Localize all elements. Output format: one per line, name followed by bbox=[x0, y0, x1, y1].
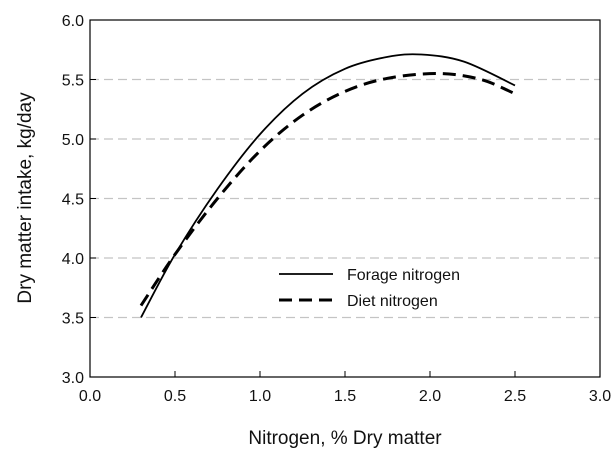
x-tick-label-3: 1.5 bbox=[334, 388, 356, 405]
series-line-forage-nitrogen bbox=[140, 53, 516, 318]
x-tick-label-0: 0.0 bbox=[79, 388, 101, 405]
y-tick-label-1: 3.5 bbox=[62, 311, 84, 328]
legend-label-forage-nitrogen: Forage nitrogen bbox=[347, 267, 460, 284]
x-tick-label-2: 1.0 bbox=[249, 388, 271, 405]
y-axis-label: Dry matter intake, kg/day bbox=[15, 92, 36, 304]
grid-lines bbox=[90, 78, 600, 319]
x-tick-label-5: 2.5 bbox=[504, 388, 526, 405]
x-axis-ticks: 0.0 0.5 1.0 1.5 2.0 2.5 3.0 bbox=[79, 371, 611, 405]
y-tick-label-6: 6.0 bbox=[62, 13, 84, 30]
y-tick-label-5: 5.5 bbox=[62, 73, 84, 90]
x-axis-label: Nitrogen, % Dry matter bbox=[248, 428, 442, 449]
y-tick-label-0: 3.0 bbox=[62, 370, 84, 387]
legend: Forage nitrogen Diet nitrogen bbox=[279, 267, 460, 310]
x-tick-label-4: 2.0 bbox=[419, 388, 441, 405]
y-tick-label-3: 4.5 bbox=[62, 192, 84, 209]
y-tick-label-4: 5.0 bbox=[62, 132, 84, 149]
y-tick-label-2: 4.0 bbox=[62, 251, 84, 268]
series-lines bbox=[139, 53, 516, 318]
x-tick-label-6: 3.0 bbox=[589, 388, 611, 405]
y-axis-ticks: 3.0 3.5 4.0 4.5 5.0 5.5 6.0 bbox=[62, 13, 96, 387]
legend-label-diet-nitrogen: Diet nitrogen bbox=[347, 293, 438, 310]
x-tick-label-1: 0.5 bbox=[164, 388, 186, 405]
